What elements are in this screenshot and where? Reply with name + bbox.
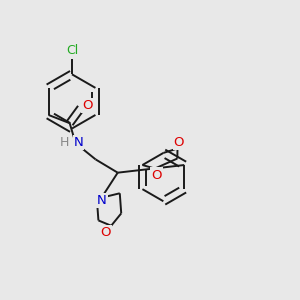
- Text: N: N: [97, 194, 107, 207]
- Text: N: N: [74, 136, 83, 149]
- Text: O: O: [82, 99, 93, 112]
- Text: O: O: [100, 226, 111, 239]
- Text: Cl: Cl: [67, 44, 79, 57]
- Text: O: O: [174, 136, 184, 148]
- Text: H: H: [60, 136, 69, 148]
- Text: O: O: [151, 169, 161, 182]
